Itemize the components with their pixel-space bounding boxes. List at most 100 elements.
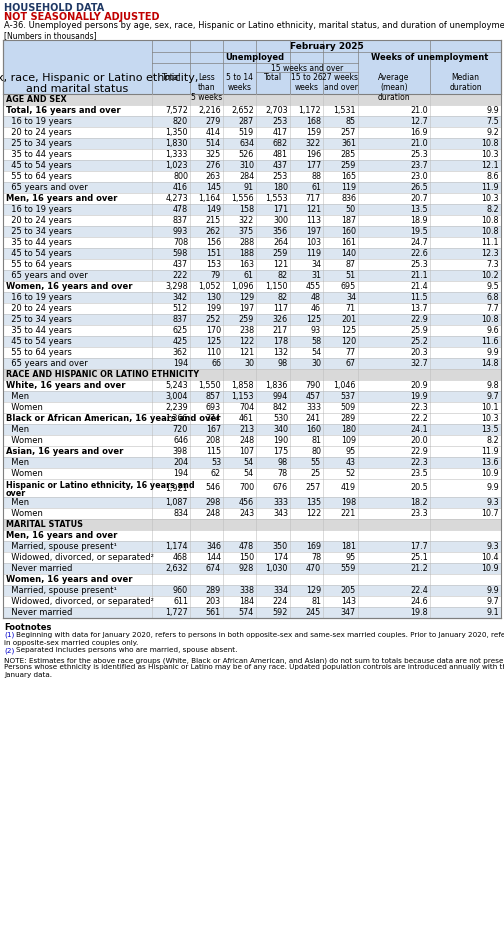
Text: 417: 417 [273, 128, 288, 137]
Text: 9.6: 9.6 [486, 326, 499, 335]
Bar [3, 292, 501, 303]
Text: 20.0: 20.0 [410, 436, 428, 445]
Text: 561: 561 [206, 608, 221, 617]
Text: 470: 470 [306, 564, 321, 573]
Text: 298: 298 [206, 498, 221, 507]
Text: 837: 837 [173, 216, 188, 225]
Text: 107: 107 [239, 447, 254, 456]
Text: 9.1: 9.1 [486, 608, 499, 617]
Bar [3, 182, 501, 193]
Text: White, 16 years and over: White, 16 years and over [6, 381, 125, 390]
Text: 177: 177 [306, 161, 321, 170]
Text: 55 to 64 years: 55 to 64 years [6, 348, 72, 357]
Text: 790: 790 [306, 381, 321, 390]
Text: 334: 334 [273, 586, 288, 595]
Text: 153: 153 [206, 260, 221, 269]
Text: 16 to 19 years: 16 to 19 years [6, 293, 72, 302]
Text: 526: 526 [239, 150, 254, 159]
Text: 129: 129 [306, 586, 321, 595]
Text: 46: 46 [311, 304, 321, 313]
Text: 717: 717 [306, 194, 321, 203]
Text: NOT SEASONALLY ADJUSTED: NOT SEASONALLY ADJUSTED [4, 12, 159, 22]
Text: 248: 248 [239, 436, 254, 445]
Text: Age, sex, race, Hispanic or Latino ethnicity,
and marital status: Age, sex, race, Hispanic or Latino ethni… [0, 73, 199, 94]
Text: 10.2: 10.2 [481, 271, 499, 280]
Text: Beginning with data for January 2020, refers to persons in both opposite-sex and: Beginning with data for January 2020, re… [16, 632, 504, 638]
Text: 13.5: 13.5 [410, 205, 428, 214]
Bar [3, 435, 501, 446]
Text: 10.4: 10.4 [481, 553, 499, 562]
Text: 169: 169 [306, 542, 321, 551]
Text: 10.3: 10.3 [481, 150, 499, 159]
Text: 8.2: 8.2 [486, 205, 499, 214]
Text: 10.3: 10.3 [481, 414, 499, 423]
Text: 215: 215 [206, 216, 221, 225]
Bar [152, 40, 501, 52]
Text: 13.7: 13.7 [410, 304, 428, 313]
Text: 11.5: 11.5 [410, 293, 428, 302]
Text: 9.3: 9.3 [486, 542, 499, 551]
Text: 263: 263 [206, 172, 221, 181]
Text: 10.7: 10.7 [481, 509, 499, 518]
Text: 15 to 26
weeks: 15 to 26 weeks [291, 73, 323, 92]
Bar [3, 585, 501, 596]
Text: 30: 30 [311, 359, 321, 368]
Text: 213: 213 [239, 425, 254, 434]
Text: 151: 151 [206, 249, 221, 258]
Text: 21.0: 21.0 [410, 106, 428, 115]
Text: 457: 457 [306, 392, 321, 401]
Text: 163: 163 [239, 260, 254, 269]
Text: 1,096: 1,096 [231, 282, 254, 291]
Text: 10.8: 10.8 [481, 315, 499, 324]
Text: 103: 103 [306, 238, 321, 247]
Text: 165: 165 [341, 172, 356, 181]
Bar [3, 259, 501, 270]
Text: 842: 842 [273, 403, 288, 412]
Text: Married, spouse present¹: Married, spouse present¹ [6, 586, 117, 595]
Bar [3, 281, 501, 292]
Text: 122: 122 [306, 509, 321, 518]
Text: 140: 140 [341, 249, 356, 258]
Text: 135: 135 [306, 498, 321, 507]
Text: 13.6: 13.6 [481, 458, 499, 467]
Text: 704: 704 [239, 403, 254, 412]
Text: 125: 125 [341, 326, 356, 335]
Text: 340: 340 [273, 425, 288, 434]
Text: 22.3: 22.3 [410, 458, 428, 467]
Text: 257: 257 [305, 484, 321, 492]
Text: 243: 243 [239, 509, 254, 518]
Text: Never married: Never married [6, 608, 73, 617]
Text: 62: 62 [211, 469, 221, 478]
Text: 55 to 64 years: 55 to 64 years [6, 172, 72, 181]
Text: 95: 95 [346, 553, 356, 562]
Text: 117: 117 [273, 304, 288, 313]
Text: 7.5: 7.5 [486, 117, 499, 126]
Text: AGE AND SEX: AGE AND SEX [6, 95, 67, 104]
Text: 20.5: 20.5 [410, 484, 428, 492]
Text: 66: 66 [211, 359, 221, 368]
Text: 168: 168 [306, 117, 321, 126]
Text: 374: 374 [206, 414, 221, 423]
Text: 1,030: 1,030 [266, 564, 288, 573]
Text: 530: 530 [273, 414, 288, 423]
Text: January data.: January data. [4, 672, 52, 678]
Text: 1,174: 1,174 [165, 542, 188, 551]
Text: 158: 158 [239, 205, 254, 214]
Text: Women, 16 years and over: Women, 16 years and over [6, 575, 133, 584]
Bar [3, 193, 501, 204]
Text: 288: 288 [239, 238, 254, 247]
Text: 221: 221 [341, 509, 356, 518]
Bar [3, 519, 501, 530]
Text: 25 to 34 years: 25 to 34 years [6, 227, 72, 236]
Text: 625: 625 [173, 326, 188, 335]
Text: 262: 262 [206, 227, 221, 236]
Text: 346: 346 [206, 542, 221, 551]
Text: 9.9: 9.9 [486, 348, 499, 357]
Text: 125: 125 [206, 337, 221, 346]
Text: 1,830: 1,830 [166, 139, 188, 148]
Text: 3,004: 3,004 [166, 392, 188, 401]
Text: 32.7: 32.7 [410, 359, 428, 368]
Text: 129: 129 [239, 293, 254, 302]
Text: Widowed, divorced, or separated²: Widowed, divorced, or separated² [6, 553, 154, 562]
Text: RACE AND HISPANIC OR LATINO ETHNICITY: RACE AND HISPANIC OR LATINO ETHNICITY [6, 370, 199, 379]
